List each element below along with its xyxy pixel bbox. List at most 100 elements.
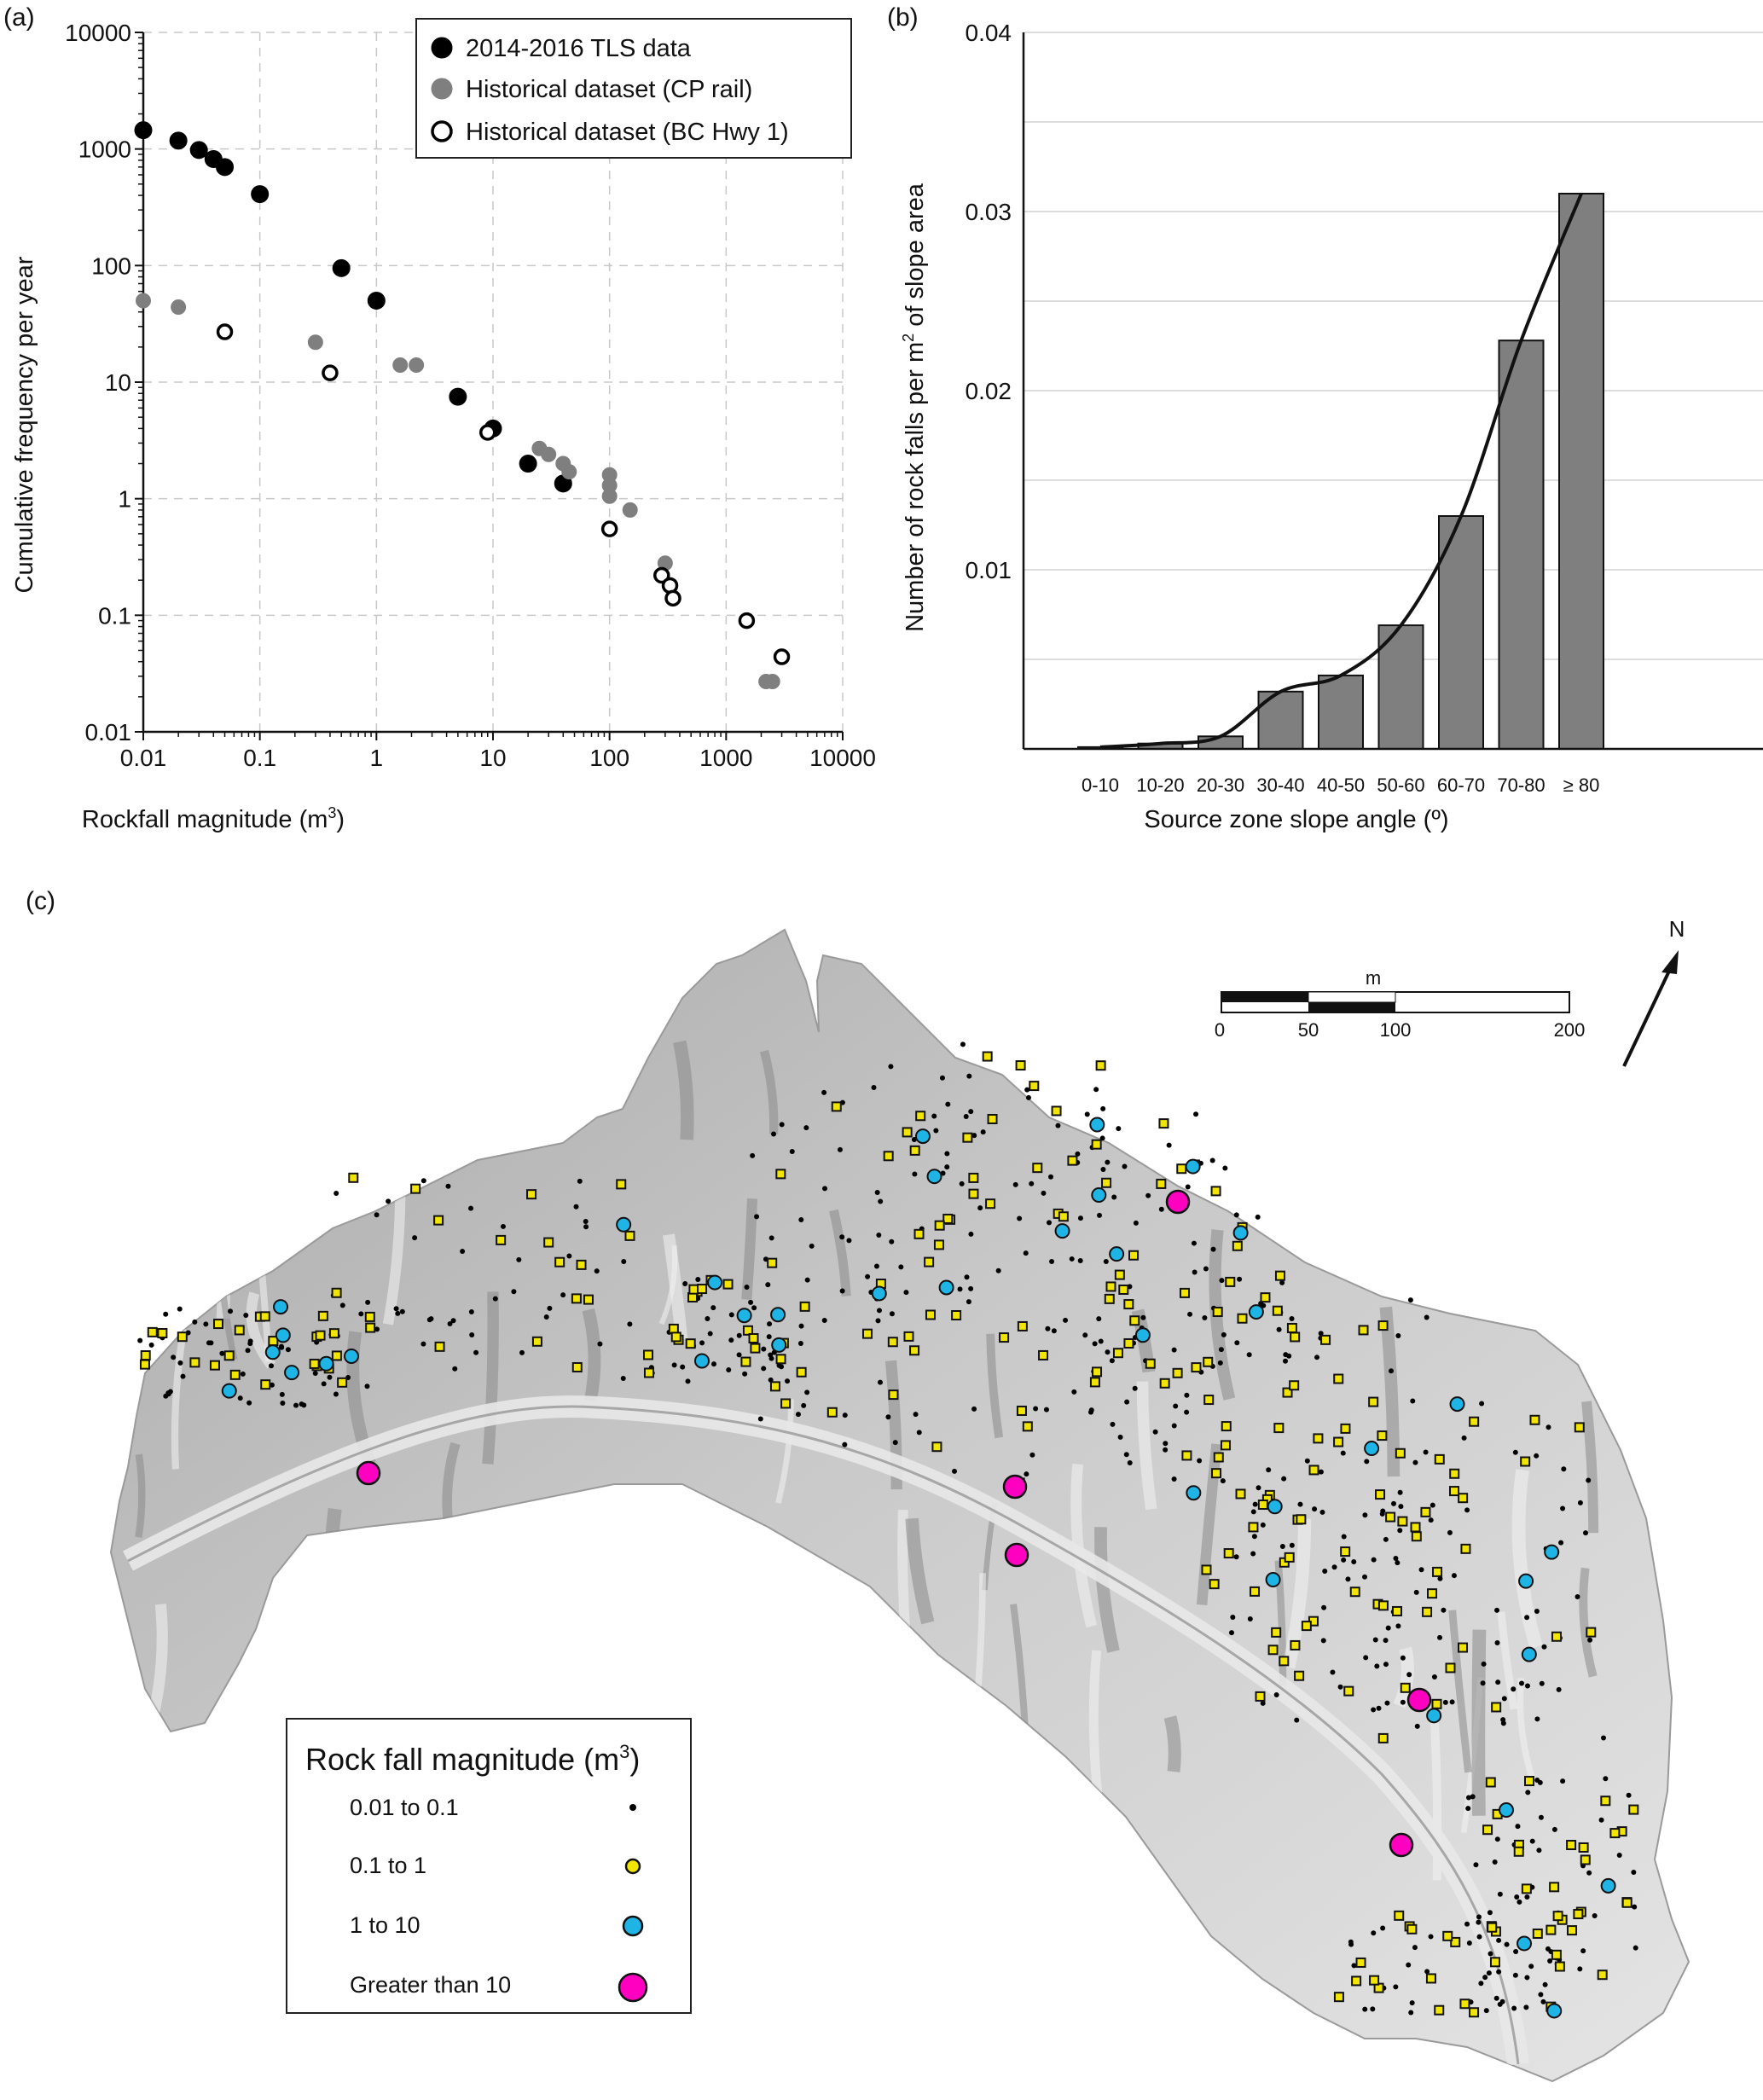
rockfall-small (1294, 1717, 1300, 1723)
legend-marker-cp-rail (431, 78, 453, 100)
rockfall-medium (780, 1398, 792, 1409)
rockfall-small (944, 1151, 950, 1157)
rockfall-medium (1377, 1320, 1389, 1331)
rockfall-small (1383, 1662, 1389, 1668)
rockfall-large (1544, 1544, 1560, 1560)
terrain-gully (1312, 1139, 1340, 1227)
rockfall-small (1109, 1358, 1115, 1364)
terrain-gully (741, 1198, 758, 1301)
rockfall-medium (328, 1328, 339, 1339)
rockfall-medium (799, 1301, 810, 1312)
rockfall-small (1103, 1258, 1109, 1264)
rockfall-small (1092, 1341, 1098, 1347)
rockfall-medium (688, 1284, 699, 1295)
rockfall-small (243, 1313, 249, 1319)
rockfall-small (333, 1191, 339, 1197)
rockfall-small (1534, 1716, 1540, 1722)
rockfall-medium (1017, 1320, 1028, 1331)
rockfall-small (1024, 1087, 1030, 1093)
panel-b-bars (1077, 193, 1604, 751)
rockfall-medium (1032, 1163, 1043, 1174)
rockfall-medium (888, 1389, 899, 1401)
rockfall-small (695, 1277, 701, 1283)
rockfall-medium (1377, 1600, 1389, 1611)
rockfall-medium (1022, 1421, 1033, 1432)
rockfall-small (1185, 1184, 1191, 1190)
rockfall-medium (223, 1350, 235, 1361)
rockfall-medium (229, 1369, 241, 1380)
rockfall-small (163, 1393, 169, 1399)
rockfall-medium (1123, 1299, 1134, 1310)
rockfall-small (765, 1282, 771, 1288)
rockfall-medium (496, 1234, 507, 1245)
rockfall-small (1496, 1937, 1502, 1943)
rockfall-small (766, 1334, 772, 1340)
rockfall-small (1252, 1501, 1258, 1507)
rockfall-medium (1058, 1211, 1069, 1222)
y-tick-label: 0.03 (966, 199, 1012, 225)
rockfall-small (960, 1041, 966, 1047)
rockfall-small (1282, 1358, 1288, 1364)
rockfall-small (1538, 1814, 1544, 1820)
rockfall-small (1322, 1569, 1328, 1575)
rockfall-medium (1573, 1909, 1584, 1920)
rockfall-medium (571, 1293, 582, 1304)
rockfall-small (301, 1402, 307, 1408)
rockfall-medium (315, 1330, 326, 1341)
rockfall-small (1476, 1934, 1482, 1940)
rockfall-small (1413, 1589, 1419, 1595)
rockfall-large (1518, 1573, 1534, 1589)
rockfall-medium (234, 1325, 245, 1336)
rockfall-medium (1284, 1552, 1295, 1563)
rockfall-small (374, 1212, 380, 1218)
rockfall-small (339, 1302, 345, 1308)
rockfall-small (1600, 1735, 1606, 1741)
rockfall-small (1483, 2008, 1489, 2014)
rockfall-small (846, 1238, 852, 1244)
data-point-series-2 (322, 364, 339, 381)
rockfall-medium (1549, 1882, 1560, 1893)
rockfall-small (842, 1442, 848, 1447)
rockfall-medium (1274, 1270, 1285, 1281)
rockfall-small (469, 1331, 475, 1337)
rockfall-small (1534, 1453, 1540, 1459)
rockfall-small (1221, 1331, 1227, 1337)
north-label: N (1669, 916, 1685, 942)
rockfall-small (1545, 1946, 1551, 1952)
rockfall-small (1512, 1449, 1518, 1455)
rockfall-small (871, 1084, 877, 1090)
rockfall-large (736, 1308, 752, 1324)
rockfall-medium (1301, 1621, 1312, 1632)
rockfall-small (963, 1113, 969, 1119)
rockfall-small (1480, 1680, 1486, 1686)
rockfall-small (1616, 1853, 1622, 1859)
terrain-gully (324, 1508, 355, 1685)
rockfall-small (1428, 1517, 1434, 1523)
rockfall-medium (1369, 1975, 1380, 1986)
rockfall-small (912, 1171, 918, 1177)
rockfall-medium (1395, 1447, 1406, 1459)
rockfall-small (761, 1346, 767, 1352)
rockfall-medium (1118, 1284, 1129, 1295)
legend-label-tls: 2014-2016 TLS data (466, 35, 692, 62)
rockfall-medium (769, 1381, 780, 1392)
x-tick-label: 10-20 (1136, 774, 1184, 796)
terrain-gully (1581, 1401, 1599, 1534)
rockfall-medium (931, 1442, 942, 1453)
rockfall-small (705, 1315, 710, 1321)
rockfall-medium (410, 1183, 421, 1194)
rockfall-medium (1406, 1923, 1418, 1935)
rockfall-small (1397, 1528, 1403, 1534)
rockfall-medium (1223, 1548, 1234, 1559)
magnitude-legend: Rock fall magnitude (m3) 0.01 to 0.1 0.1… (286, 1718, 692, 2014)
rockfall-small (1372, 1637, 1378, 1643)
rockfall-small (1430, 1502, 1435, 1508)
rockfall-medium (1333, 1436, 1344, 1447)
rockfall-small (1515, 1824, 1521, 1830)
rockfall-small (1466, 1940, 1472, 1946)
rockfall-medium (1089, 1377, 1100, 1388)
rockfall-small (1069, 1256, 1075, 1262)
rockfall-small (1247, 1616, 1253, 1621)
rockfall-small (1633, 1945, 1638, 1951)
rockfall-medium (722, 1279, 734, 1290)
